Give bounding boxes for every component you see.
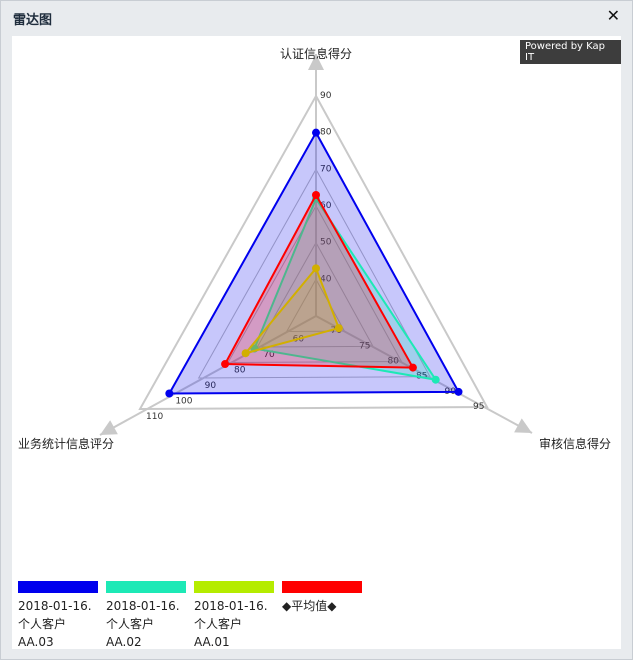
tick-label: 80 [388, 357, 400, 367]
grid-ring [138, 93, 489, 411]
data-point [334, 324, 343, 333]
axis-arrow [308, 54, 324, 70]
tick-label: 100 [175, 397, 192, 407]
data-point [454, 387, 463, 396]
tick-label: 90 [205, 381, 217, 391]
legend-item-aa02[interactable]: 2018-01-16. 个人客户 AA.02 [106, 581, 186, 651]
radar-chart: 40506070809070758085909560708090100110认证… [18, 46, 611, 451]
tick-label: 70 [320, 164, 332, 174]
tick-label: 60 [320, 201, 332, 211]
data-point [312, 191, 320, 199]
axis-title: 审核信息得分 [539, 436, 611, 451]
legend-label: 2018-01-16. 个人客户 AA.03 [18, 599, 92, 649]
legend-item-average[interactable]: ◆平均值◆ [282, 581, 362, 615]
grid-ring [227, 204, 403, 364]
series-area [253, 196, 438, 382]
axis-title: 业务统计信息评分 [18, 436, 114, 451]
title-bar: 雷达图 ✕ [1, 1, 632, 33]
legend-label: 2018-01-16. 个人客户 AA.01 [194, 599, 268, 649]
legend-swatch [282, 581, 362, 593]
data-point [312, 128, 320, 137]
axis-line [99, 315, 317, 436]
data-point [312, 264, 320, 273]
tick-label: 70 [263, 350, 275, 360]
axis-arrow [514, 418, 532, 433]
close-icon[interactable]: ✕ [606, 6, 620, 25]
legend-swatch [106, 581, 186, 593]
legend-item-aa01[interactable]: 2018-01-16. 个人客户 AA.01 [194, 581, 274, 651]
legend-item-aa03[interactable]: 2018-01-16. 个人客户 AA.03 [18, 581, 98, 651]
legend-swatch [18, 581, 98, 593]
data-point [241, 349, 250, 358]
tick-label: 110 [146, 412, 163, 422]
series-area [223, 192, 415, 369]
tick-label: 80 [320, 128, 332, 138]
legend-label: ◆平均值◆ [282, 599, 337, 613]
tick-label: 40 [320, 274, 332, 284]
powered-by-badge: Powered by Kap IT [520, 40, 621, 64]
tick-label: 95 [473, 402, 484, 412]
chart-panel: Powered by Kap IT 4050607080907075808590… [12, 36, 621, 649]
legend-label: 2018-01-16. 个人客户 AA.02 [106, 599, 180, 649]
data-point [165, 389, 174, 398]
tick-label: 50 [320, 238, 332, 248]
axis-arrow [100, 420, 118, 435]
grid-ring [256, 241, 374, 348]
tick-label: 80 [234, 366, 246, 376]
window-title: 雷达图 [13, 13, 53, 28]
axis-title: 认证信息得分 [280, 46, 352, 61]
axis-line [315, 315, 533, 434]
data-point [221, 360, 230, 369]
data-point [408, 363, 417, 372]
grid-ring [197, 168, 431, 379]
tick-label: 75 [359, 341, 370, 351]
series-area [167, 130, 461, 395]
data-point [431, 375, 440, 384]
tick-label: 90 [320, 91, 332, 101]
legend-swatch [194, 581, 274, 593]
series-area [242, 266, 341, 355]
